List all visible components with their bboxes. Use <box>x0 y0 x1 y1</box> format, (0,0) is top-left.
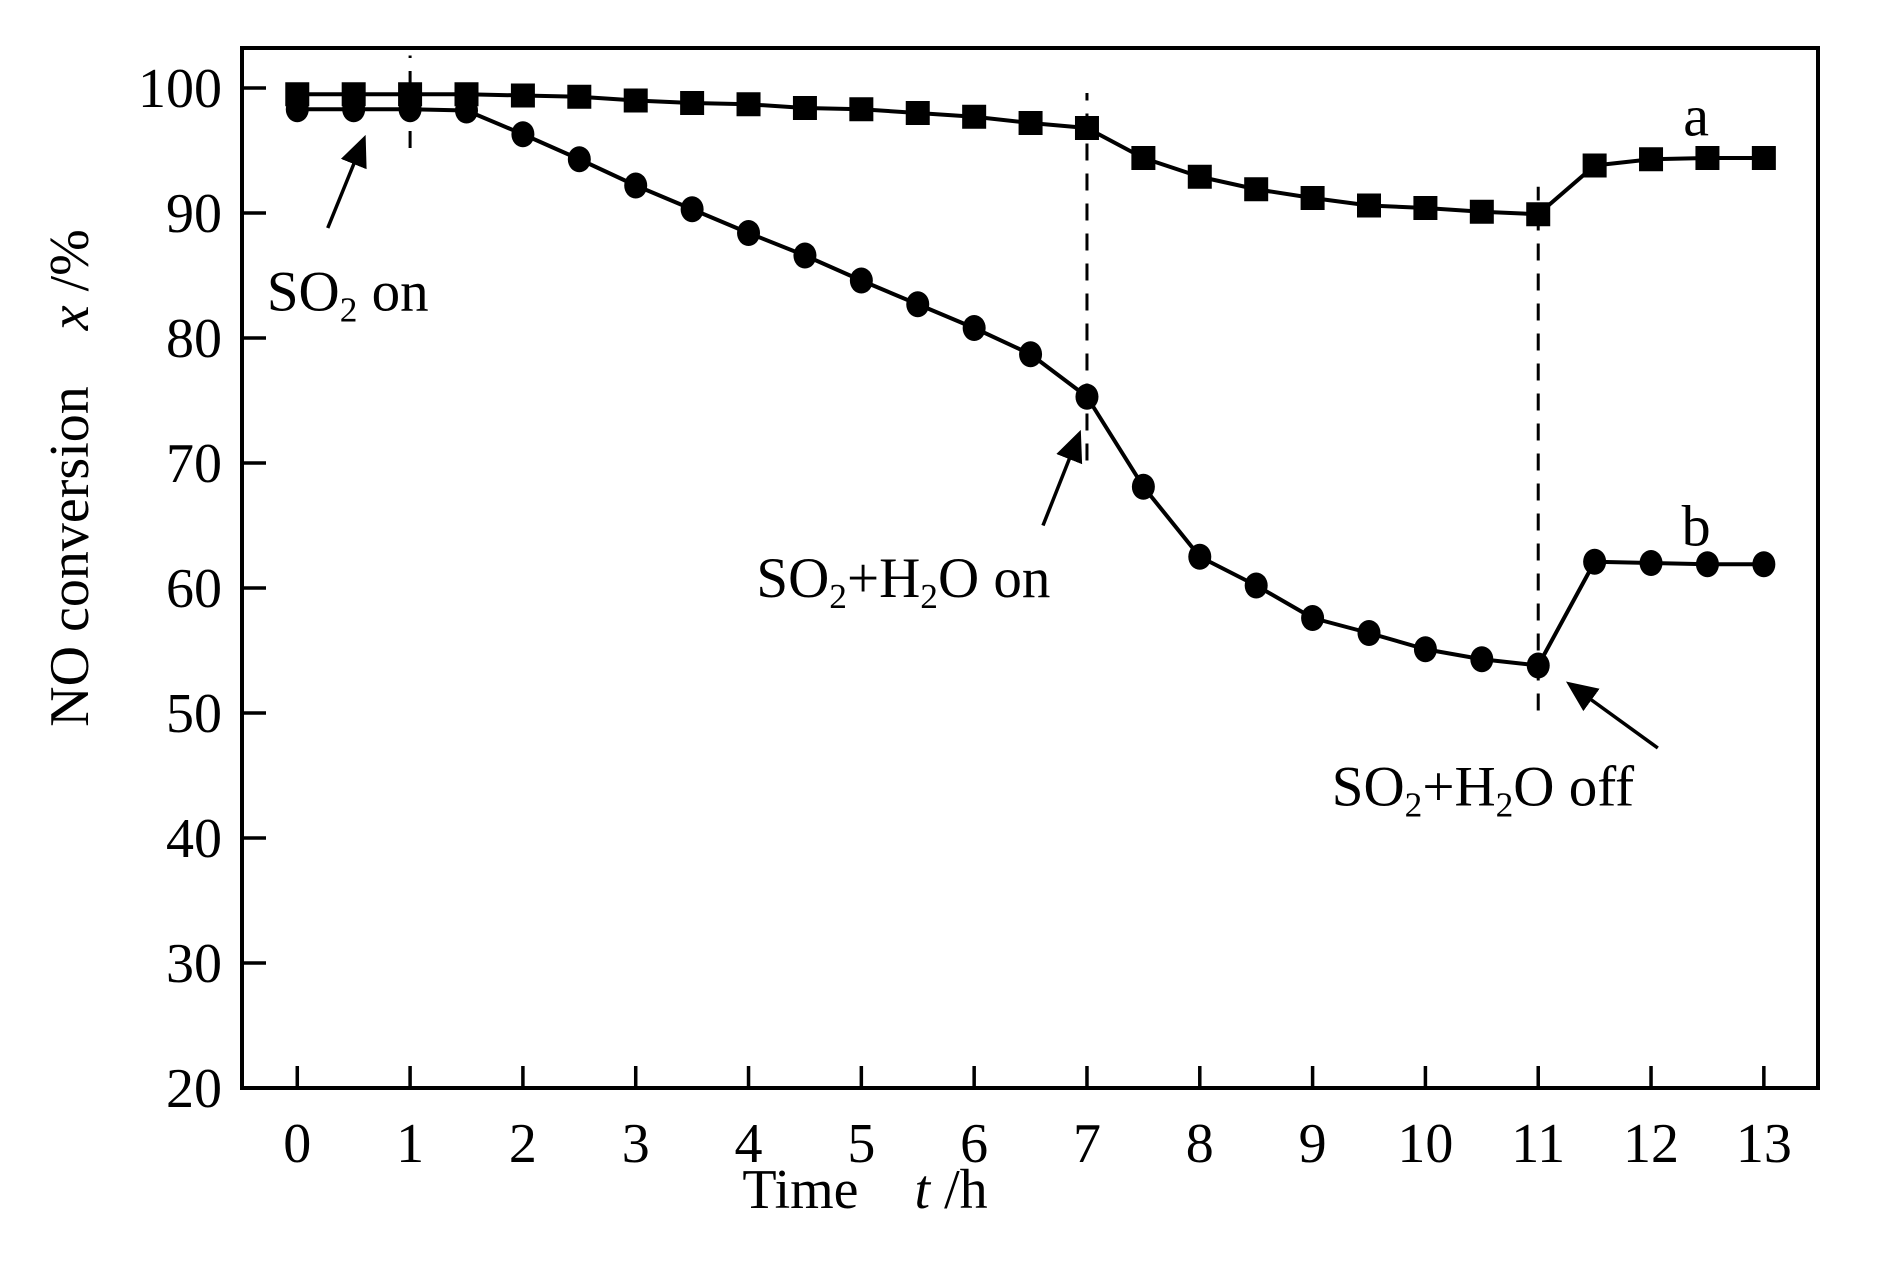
series-label-a: a <box>1683 84 1709 149</box>
series-b-marker <box>1188 543 1212 570</box>
y-axis-title: NO conversion x /% <box>39 229 101 727</box>
series-a-marker <box>1244 177 1269 202</box>
y-tick-label: 20 <box>166 1058 222 1120</box>
series-a-marker <box>1300 186 1325 210</box>
series-b-marker <box>906 291 930 318</box>
x-tick-label: 2 <box>509 1113 537 1175</box>
annotation-arrow-so2-on <box>326 134 367 229</box>
series-b-marker <box>1583 548 1607 575</box>
series-a-marker <box>1751 146 1776 170</box>
y-tick-label: 50 <box>166 683 222 745</box>
series-a-marker <box>567 84 592 109</box>
x-tick-label: 3 <box>622 1113 650 1175</box>
series-a-marker <box>1695 146 1720 170</box>
series-b-marker <box>680 196 704 223</box>
series-a-marker <box>1357 193 1382 218</box>
series-b-marker <box>1639 550 1663 576</box>
series-b-marker <box>398 96 422 123</box>
x-tick-label: 13 <box>1736 1113 1792 1175</box>
x-tick-label: 0 <box>283 1113 311 1175</box>
series-a-marker <box>792 96 817 120</box>
x-tick-label: 9 <box>1299 1113 1327 1175</box>
series-b-marker <box>1526 652 1550 679</box>
series-a-marker <box>510 83 535 108</box>
annotation-so2-h2o-on: SO2+H2O on <box>756 547 1050 616</box>
series-a-marker <box>623 88 648 113</box>
series-b-marker <box>1075 383 1099 410</box>
series-b-marker <box>1301 605 1325 631</box>
x-tick-label: 8 <box>1186 1113 1214 1175</box>
series-a-marker <box>1018 111 1043 135</box>
series-a-marker <box>1131 146 1156 170</box>
annotation-arrow-so2-h2o-off <box>1565 681 1659 750</box>
series-b-marker <box>511 121 535 148</box>
series-b-marker <box>849 267 873 294</box>
series-b-marker <box>342 96 366 123</box>
x-tick-label: 1 <box>396 1113 424 1175</box>
series-b-marker <box>1019 341 1043 368</box>
annotation-arrow-so2-h2o-on <box>1041 429 1083 527</box>
series-a-marker <box>1413 196 1438 220</box>
series-a-marker <box>962 104 987 129</box>
plot-border <box>240 46 1820 1090</box>
series-a-marker <box>905 101 930 125</box>
x-tick-label: 11 <box>1511 1113 1565 1175</box>
series-b-marker <box>624 172 648 199</box>
series-b-marker <box>1470 646 1494 673</box>
series-b-marker <box>1131 473 1155 500</box>
series-b-marker <box>962 315 986 341</box>
series-a-marker <box>849 97 874 122</box>
series-b-marker <box>1752 551 1776 578</box>
x-tick-label: 5 <box>847 1113 875 1175</box>
series-b-marker <box>793 242 817 269</box>
annotation-so2-h2o-off: SO2+H2O off <box>1332 756 1634 825</box>
series-a-marker <box>1074 116 1099 140</box>
y-tick-label: 70 <box>166 433 222 495</box>
x-tick-label: 10 <box>1397 1113 1453 1175</box>
x-tick-label: 7 <box>1073 1113 1101 1175</box>
y-tick-label: 100 <box>138 58 222 120</box>
series-b-marker <box>1357 620 1381 646</box>
x-tick-label: 12 <box>1623 1113 1679 1175</box>
y-tick-label: 40 <box>166 808 222 870</box>
x-tick-label: 6 <box>960 1113 988 1175</box>
y-tick-label: 90 <box>166 183 222 245</box>
series-a-marker <box>736 92 761 117</box>
series-b-marker <box>1413 636 1437 663</box>
y-tick-label: 60 <box>166 558 222 620</box>
series-b-marker <box>454 97 478 124</box>
y-tick-label: 80 <box>166 308 222 370</box>
series-b-marker <box>737 220 761 246</box>
series-a-marker <box>1526 202 1551 227</box>
annotation-so2-on: SO2 on <box>267 261 429 330</box>
series-b-marker <box>567 146 591 173</box>
series-a-marker <box>1639 147 1664 172</box>
series-a-marker <box>1582 153 1607 178</box>
series-b-marker <box>1244 572 1268 599</box>
y-tick-label: 30 <box>166 933 222 995</box>
series-label-b: b <box>1682 494 1711 559</box>
series-b-marker <box>1695 551 1719 578</box>
series-a-marker <box>1469 199 1494 224</box>
x-tick-label: 4 <box>735 1113 763 1175</box>
series-a-marker <box>1187 164 1212 189</box>
series-a-marker <box>680 91 705 115</box>
x-axis-title: Time t /h <box>742 1159 987 1221</box>
series-b-marker <box>285 96 309 123</box>
